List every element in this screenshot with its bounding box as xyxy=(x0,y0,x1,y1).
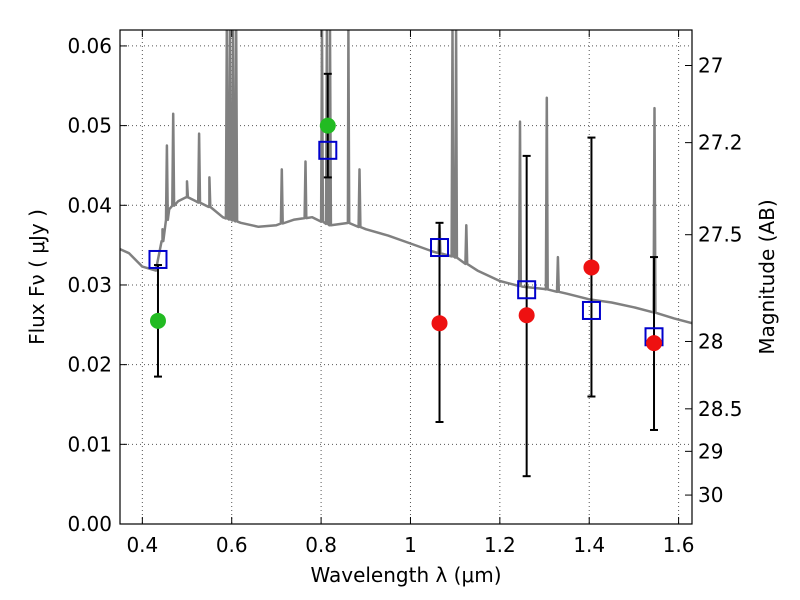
non-detection-point xyxy=(431,315,448,332)
magnitude-axis-label: Magnitude (AB) xyxy=(755,199,779,354)
y-tick-label: 0.02 xyxy=(67,353,112,377)
magnitude-tick-label: 28.5 xyxy=(698,397,743,421)
magnitude-tick-label: 28 xyxy=(698,329,723,353)
y-axis-ticks: 0.00 0.01 0.02 0.03 0.04 0.05 0.06 xyxy=(67,34,127,536)
y-tick-label: 0.01 xyxy=(67,432,112,456)
detection-point xyxy=(149,312,166,329)
model-photometry-square xyxy=(148,249,168,269)
model-photometry-square xyxy=(517,280,537,300)
magnitude-tick-label: 27.5 xyxy=(698,223,743,247)
plot-frame xyxy=(119,29,693,525)
observed-photometry-points xyxy=(149,117,663,352)
model-photometry-square xyxy=(430,238,450,258)
magnitude-tick-label: 27 xyxy=(698,54,723,78)
magnitude-axis-ticks: 27 27.2 27.5 28 28.5 29 30 xyxy=(685,54,743,507)
non-detection-point xyxy=(646,335,663,352)
x-tick-label: 1.4 xyxy=(573,533,605,557)
y-tick-label: 0.04 xyxy=(67,193,112,217)
y-tick-label: 0.03 xyxy=(67,273,112,297)
y-axis-label: Flux Fν ( μJy ) xyxy=(25,209,49,345)
non-detection-point xyxy=(583,259,600,276)
plot-background xyxy=(120,30,692,524)
x-tick-label: 1 xyxy=(404,533,417,557)
x-tick-label: 0.6 xyxy=(216,533,248,557)
model-photometry-square xyxy=(318,140,338,160)
non-detection-point xyxy=(518,307,535,324)
x-tick-label: 0.8 xyxy=(305,533,337,557)
y-tick-label: 0.00 xyxy=(67,512,112,536)
magnitude-tick-label: 27.2 xyxy=(698,131,743,155)
magnitude-tick-label: 29 xyxy=(698,439,723,463)
model-photometry-square xyxy=(581,300,601,320)
x-axis-ticks: 0.4 0.6 0.8 1 1.2 1.4 1.6 xyxy=(126,30,695,557)
y-tick-label: 0.05 xyxy=(67,114,112,138)
model-sed-line xyxy=(120,30,692,325)
detection-point xyxy=(319,117,336,134)
x-axis-label: Wavelength λ (μm) xyxy=(310,563,501,587)
magnitude-tick-label: 30 xyxy=(698,483,723,507)
x-tick-label: 0.4 xyxy=(126,533,158,557)
x-tick-label: 1.6 xyxy=(663,533,695,557)
y-tick-label: 0.06 xyxy=(67,34,112,58)
model-photometry-points xyxy=(148,140,664,347)
x-tick-label: 1.2 xyxy=(484,533,516,557)
